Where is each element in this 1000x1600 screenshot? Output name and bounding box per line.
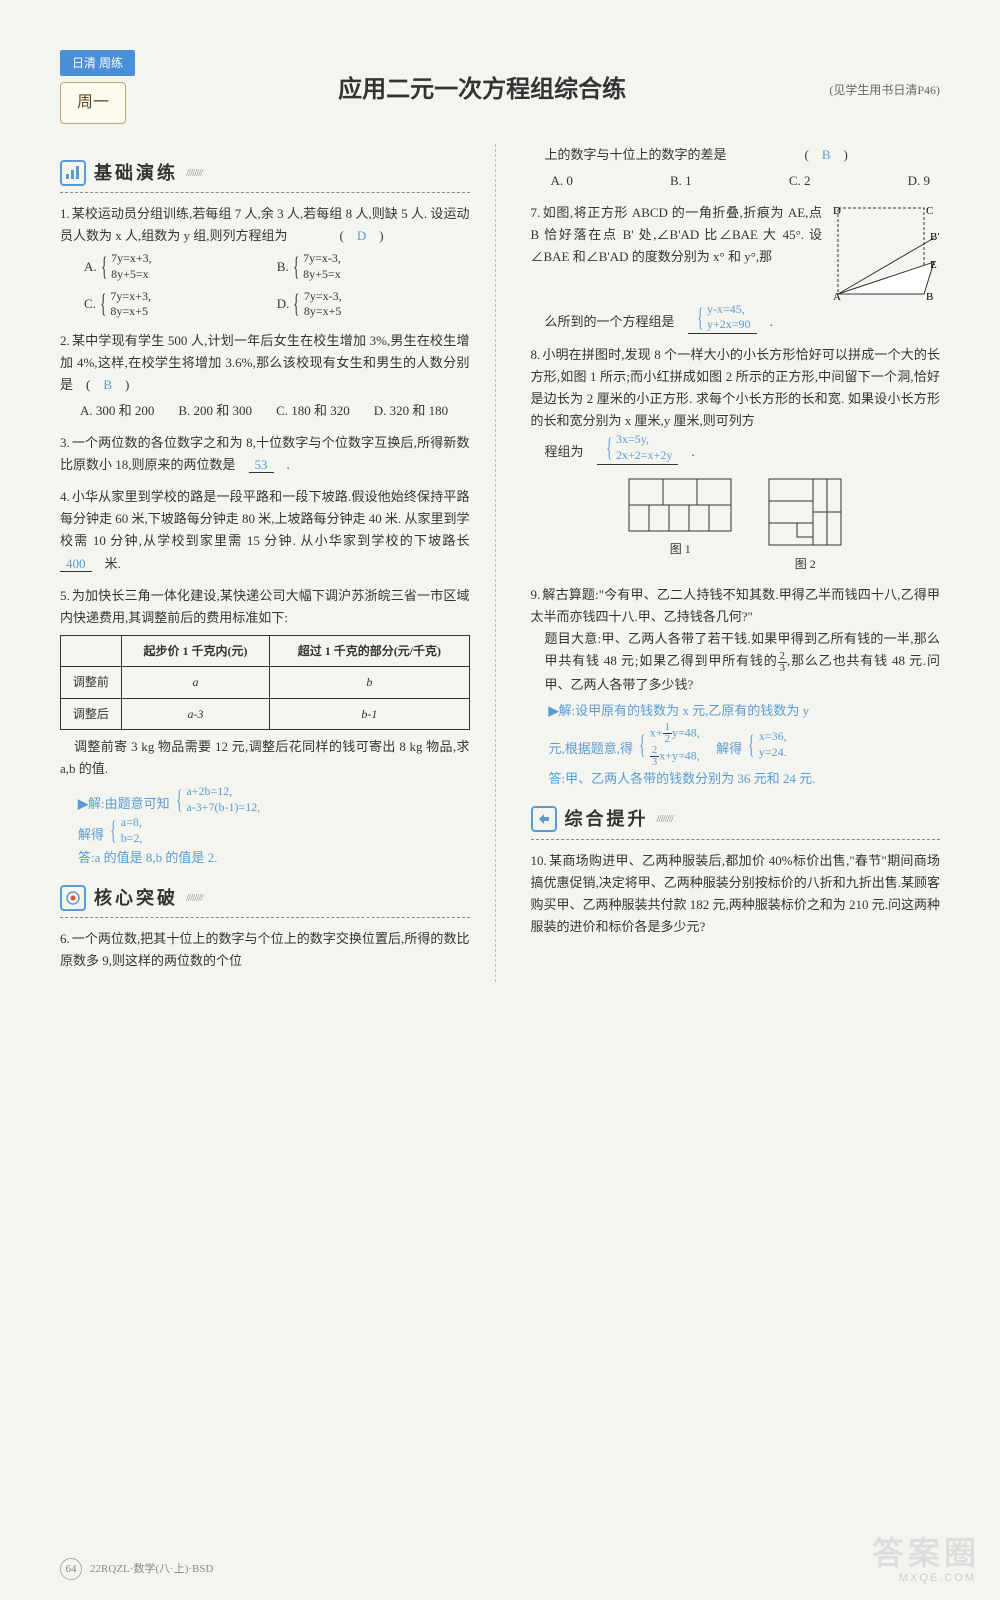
svg-text:D: D: [833, 205, 841, 217]
page-footer: 64 22RQZL·数学(八·上)·BSD: [60, 1558, 213, 1580]
section-advanced: 综合提升 ////////: [531, 804, 941, 840]
problem-1: 1.某校运动员分组训练,若每组 7 人,余 3 人,若每组 8 人,则缺 5 人…: [60, 203, 470, 320]
figure-2: 图 2: [765, 475, 845, 574]
solution-9: ▶解:设甲原有的钱数为 x 元,乙原有的钱数为 y 元,根据题意,得 { x+1…: [549, 700, 941, 790]
svg-text:E: E: [930, 259, 937, 271]
target-icon: [60, 885, 86, 911]
day-badge: 周一: [60, 82, 126, 123]
problem-6-part2: 上的数字与十位上的数字的差是 ( B ) A. 0B. 1C. 2D. 9: [531, 144, 941, 192]
shipping-table: 起步价 1 千克内(元)超过 1 千克的部分(元/千克) 调整前ab 调整后a-…: [60, 635, 470, 730]
svg-text:B': B': [930, 231, 939, 243]
section-basic: 基础演练 ////////: [60, 158, 470, 194]
arrows-icon: [531, 806, 557, 832]
svg-text:A: A: [833, 291, 841, 302]
problem-3: 3.一个两位数的各位数字之和为 8,十位数字与个位数字互换后,所得新数比原数小 …: [60, 432, 470, 476]
problem-2: 2.某中学现有学生 500 人,计划一年后女生在校生增加 3%,男生在校生增加 …: [60, 330, 470, 422]
page-subtitle: (见学生用书日清P46): [829, 50, 940, 100]
problem-10: 10.某商场购进甲、乙两种服装后,都加价 40%标价出售,"春节"期间商场搞优惠…: [531, 850, 941, 938]
problem-4: 4.小华从家里到学校的路是一段平路和一段下坡路.假设他始终保持平路每分钟走 60…: [60, 486, 470, 574]
problem-8: 8.小明在拼图时,发现 8 个一样大小的小长方形恰好可以拼成一个大的长方形,如图…: [531, 344, 941, 574]
page-title: 应用二元一次方程组综合练: [135, 50, 829, 111]
series-tag: 日清 周练: [60, 50, 135, 76]
watermark-url: MXQE.COM: [899, 1569, 976, 1588]
bar-chart-icon: [60, 160, 86, 186]
problem-7: D C A B E B' 7.如图,将正方形 ABCD 的一角折叠,折痕为 AE…: [531, 202, 941, 334]
problem-9: 9.解古算题:"今有甲、乙二人持钱不知其数.甲得乙半而钱四十八,乙得甲太半而亦钱…: [531, 584, 941, 790]
section-core: 核心突破 ////////: [60, 883, 470, 919]
solution-5: ▶解:由题意可知 {a+2b=12,a-3+7(b-1)=12, 解得 {a=8…: [78, 784, 470, 868]
problem-5: 5.为加快长三角一体化建设,某快递公司大幅下调沪苏浙皖三省一市区域内快递费用,其…: [60, 585, 470, 869]
problem-6-part1: 6.一个两位数,把其十位上的数字与个位上的数字交换位置后,所得的数比原数多 9,…: [60, 928, 470, 972]
svg-text:C: C: [926, 205, 933, 217]
svg-text:B: B: [926, 291, 933, 302]
page-header: 日清 周练 周一 应用二元一次方程组综合练 (见学生用书日清P46): [60, 50, 940, 124]
figure-1: 图 1: [625, 475, 735, 574]
fold-diagram: D C A B E B': [830, 202, 940, 302]
